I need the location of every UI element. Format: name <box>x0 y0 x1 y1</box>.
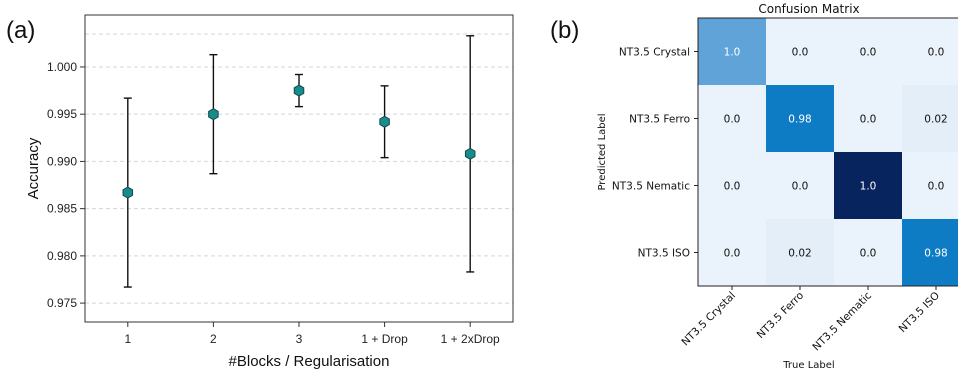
matrix-cell <box>834 219 902 286</box>
matrix-cell <box>902 85 958 152</box>
matrix-y-title: Predicted Label <box>597 113 608 190</box>
cell-value: 0.0 <box>724 248 741 260</box>
matrix-cell <box>834 152 902 219</box>
col-label: NT3.5 ISO <box>897 290 942 335</box>
row-label: NT3.5 ISO <box>638 248 690 260</box>
cell-value: 0.0 <box>724 181 741 193</box>
matrix-cell <box>766 152 834 219</box>
cell-value: 0.02 <box>924 114 947 126</box>
matrix-cell <box>698 219 766 286</box>
col-label: NT3.5 Nematic <box>810 289 874 353</box>
row-label: NT3.5 Crystal <box>619 47 690 59</box>
x-axis-title: #Blocks / Regularisation <box>229 353 390 370</box>
cell-value: 0.0 <box>792 47 809 59</box>
matrix-cells: 1.0 0.0 0.0 0.0 0.0 0.98 0.0 0.02 0.0 0.0 1.0 0.0 0.… <box>697 17 958 287</box>
matrix-cell <box>766 18 834 85</box>
cell-value: 0.0 <box>928 181 945 193</box>
matrix-cell <box>698 85 766 152</box>
cell-value: 0.98 <box>924 248 947 260</box>
cell-value: 0.0 <box>724 114 741 126</box>
y-tick-label: 0.990 <box>47 154 77 168</box>
matrix-cell <box>698 152 766 219</box>
cell-value: 1.0 <box>724 47 741 59</box>
data-point <box>122 186 134 199</box>
matrix-cell <box>902 18 958 85</box>
col-label: NT3.5 Ferro <box>755 290 807 342</box>
cell-value: 0.0 <box>860 248 877 260</box>
matrix-cell <box>834 18 902 85</box>
y-tick-label: 0.985 <box>47 202 77 216</box>
x-tick-label: 1 <box>124 332 131 346</box>
x-tick-label: 1 + Drop <box>361 332 408 346</box>
panel-label-b: (b) <box>550 17 579 44</box>
cell-value: 0.0 <box>792 181 809 193</box>
row-label: NT3.5 Nematic <box>612 181 690 193</box>
matrix-cell <box>902 219 958 286</box>
matrix-cell <box>902 152 958 219</box>
cell-value: 0.98 <box>788 114 811 126</box>
cell-value: 0.0 <box>860 114 877 126</box>
cell-value: 0.02 <box>788 248 811 260</box>
y-tick-label: 0.995 <box>47 107 77 121</box>
matrix-cell <box>698 18 766 85</box>
x-tick-label: 2 <box>210 332 217 346</box>
data-point <box>379 115 390 128</box>
matrix-frame <box>697 17 958 287</box>
y-tick-label: 0.980 <box>47 249 77 263</box>
cell-value: 0.0 <box>860 47 877 59</box>
data-point <box>208 108 219 121</box>
y-tick-label: 1.000 <box>47 60 77 74</box>
x-tick-label: 1 + 2xDrop <box>441 332 500 346</box>
matrix-cell <box>766 219 834 286</box>
data-point <box>293 84 305 97</box>
matrix-cell <box>834 85 902 152</box>
data-point <box>464 147 476 160</box>
y-axis-title: Accuracy <box>25 137 42 199</box>
accuracy-chart: 0.975 0.980 0.985 0.990 0.995 1.000 1 2 3 1 + Dro… <box>25 14 514 370</box>
matrix-cell <box>766 85 834 152</box>
x-tick-label: 3 <box>296 332 303 346</box>
matrix-title: Confusion Matrix <box>758 2 859 16</box>
row-label: NT3.5 Ferro <box>629 114 690 126</box>
plot-frame <box>84 14 514 323</box>
cell-value: 0.0 <box>928 47 945 59</box>
panel-label-a: (a) <box>6 17 35 44</box>
matrix-x-title: True Label <box>782 360 834 371</box>
col-label: NT3.5 Crystal <box>679 290 738 349</box>
cell-value: 1.0 <box>860 181 877 193</box>
y-tick-label: 0.975 <box>47 296 77 310</box>
confusion-matrix: 1.0 0.0 0.0 0.0 0.0 0.98 0.0 0.02 0.0 0.0 1.0 0.0 0.… <box>597 2 958 371</box>
